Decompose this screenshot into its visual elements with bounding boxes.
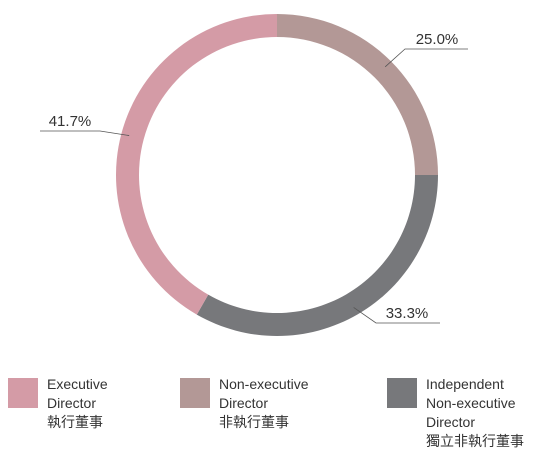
- value-label: 33.3%: [386, 305, 429, 322]
- legend-label: Independent Non-executive Director 獨立非執行…: [426, 376, 524, 449]
- legend-label: Executive Director 執行董事: [47, 376, 108, 430]
- legend-swatch: [387, 378, 417, 408]
- donut-area: 25.0% 33.3% 41.7%: [40, 14, 468, 336]
- value-label: 25.0%: [416, 31, 459, 48]
- donut-slice: [277, 14, 438, 175]
- legend-item: Non-executive Director 非執行董事: [180, 376, 309, 432]
- legend-swatch: [180, 378, 210, 408]
- legend-item: Executive Director 執行董事: [8, 376, 108, 432]
- legend-item: Independent Non-executive Director 獨立非執行…: [387, 376, 524, 451]
- donut-slice: [115, 14, 277, 315]
- value-label: 41.7%: [49, 113, 92, 130]
- donut-slice: [196, 175, 438, 336]
- legend-swatch: [8, 378, 38, 408]
- leader-line: [40, 130, 130, 136]
- leader-line: [353, 307, 440, 324]
- leader-line: [384, 48, 468, 68]
- legend-label: Non-executive Director 非執行董事: [219, 376, 309, 430]
